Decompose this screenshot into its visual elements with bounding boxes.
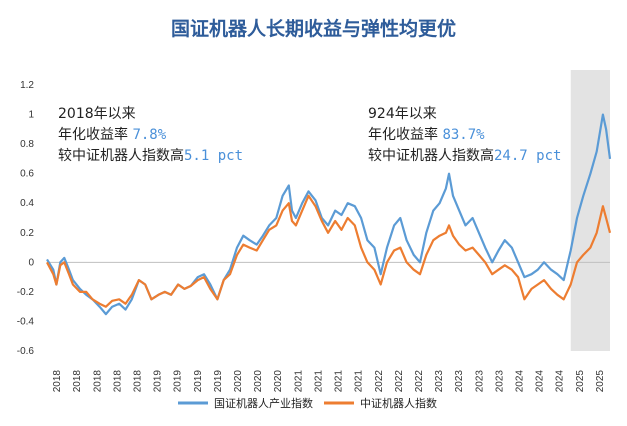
x-tick-label: 2023 [474,370,485,393]
y-tick-label: 1.2 [20,80,34,91]
legend-label: 中证机器人指数 [360,396,437,410]
x-tick-label: 2019 [153,370,164,393]
y-tick-label: -0.4 [17,316,35,327]
y-tick-label: 0.8 [20,139,34,150]
x-tick-label: 2025 [575,370,586,393]
annotation-value: 5.1 pct [184,148,243,164]
legend: 国证机器人产业指数 中证机器人指数 [178,396,437,410]
annotation-text: 年化收益率 7.8% [58,126,167,143]
annotation-text: 年化收益率 83.7% [368,126,485,143]
x-tick-label: 2021 [293,370,304,393]
x-tick-label: 2018 [132,370,143,393]
annotation-text: 2018年以来 [58,106,136,122]
series-line-robot-industry [46,113,612,316]
x-tick-label: 2024 [515,370,526,393]
x-tick-label: 2023 [494,370,505,393]
annotation-text: 924年以来 [368,106,437,122]
x-tick-label: 2023 [434,370,445,393]
annotation-value: 83.7% [442,127,485,143]
x-tick-label: 2021 [354,370,365,393]
x-tick-label: 2019 [193,370,204,393]
annotation-text: 较中证机器人指数高5.1 pct [58,147,243,164]
legend-label: 国证机器人产业指数 [214,396,313,410]
x-tick-label: 2018 [52,370,63,393]
x-tick-label: 2022 [374,370,385,393]
series-layer [46,113,612,316]
x-tick-label: 2024 [555,370,566,393]
axis-layer: 1.2 1 0.8 0.6 0.4 0.2 0 -0.2 -0.4 -0.6 2018 2018 201… [17,80,610,392]
y-tick-label: 0 [28,257,34,268]
x-tick-label: 2024 [535,370,546,393]
y-tick-label: 1 [28,110,34,121]
annotation-value: 24.7 pct [494,148,561,164]
x-tick-label: 2020 [273,370,284,393]
y-tick-label: 0.6 [20,169,34,180]
x-tick-label: 2025 [595,370,606,393]
annotation-text: 较中证机器人指数高24.7 pct [368,147,561,164]
series-line-csi-robot [46,194,612,308]
x-tick-label: 2019 [213,370,224,393]
chart-title: 国证机器人长期收益与弹性均更优 [170,18,456,40]
y-tick-label: 0.2 [20,228,34,239]
x-tick-label: 2021 [313,370,324,393]
x-tick-label: 2021 [334,370,345,393]
x-tick-label: 2020 [253,370,264,393]
x-tick-label: 2022 [394,370,405,393]
y-tick-label: -0.2 [17,287,35,298]
y-tick-label: -0.6 [17,346,35,357]
x-tick-label: 2022 [414,370,425,393]
x-tick-label: 2023 [454,370,465,393]
x-tick-label: 2020 [233,370,244,393]
x-tick-label: 2018 [112,370,123,393]
annotation-value: 7.8% [132,127,166,143]
x-tick-label: 2018 [92,370,103,393]
x-tick-label: 2018 [72,370,83,393]
x-tick-label: 2019 [173,370,184,393]
y-tick-label: 0.4 [20,198,34,209]
